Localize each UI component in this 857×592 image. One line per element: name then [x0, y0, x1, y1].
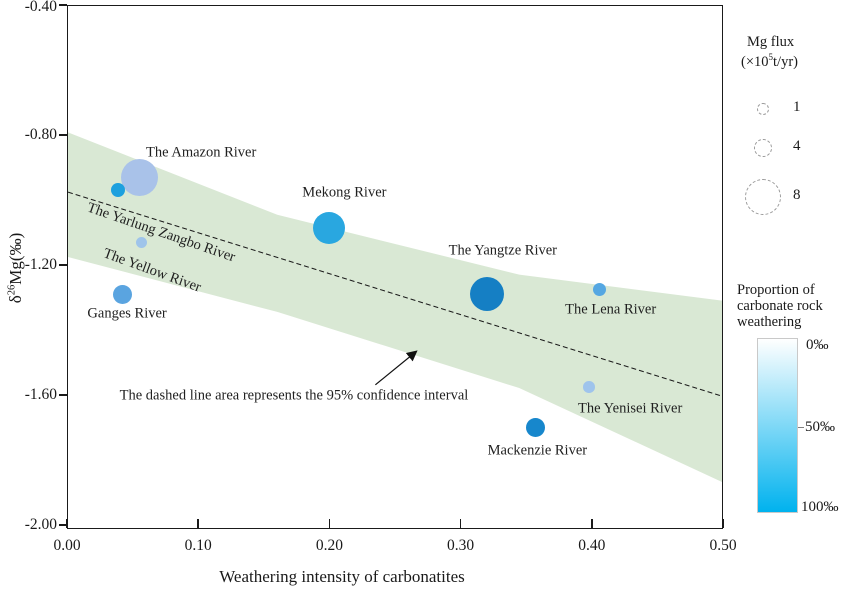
label-mekong-river: Mekong River — [302, 184, 387, 201]
flux-unit-post: t/yr) — [773, 53, 798, 70]
data-point-the-amazon-river — [120, 158, 158, 196]
flux-legend-value-1: 1 — [793, 99, 801, 115]
y-axis-tick — [58, 264, 67, 266]
data-point-the-yellow-river — [136, 236, 148, 248]
flux-legend-unit: (×105t/yr) — [741, 52, 798, 71]
colorbar-label-100: 100‰ — [801, 499, 839, 515]
y-title-pre: δ — [6, 295, 25, 304]
label-the-yangtze-river: The Yangtze River — [448, 242, 557, 259]
colorbar-legend-title: Proportion of carbonate rock weathering — [737, 282, 823, 330]
data-point-the-yarlung-zangbo-river — [111, 183, 126, 198]
x-axis-tick-label: 0.10 — [184, 537, 212, 554]
y-axis-tick-label: -1.60 — [24, 386, 57, 403]
x-axis-tick-label: 0.40 — [578, 537, 606, 554]
x-axis-tick — [197, 518, 199, 528]
colorbar-title-line3: weathering — [737, 314, 802, 330]
flux-legend-circle-8 — [744, 178, 782, 216]
data-point-the-yenisei-river — [583, 381, 595, 393]
colorbar-label-50: 50‰ — [805, 419, 835, 435]
flux-legend-title: Mg flux — [747, 34, 795, 50]
label-the-yenisei-river: The Yenisei River — [578, 400, 683, 417]
label-ganges-river: Ganges River — [87, 305, 167, 322]
x-axis-tick — [722, 518, 724, 528]
plot-area — [67, 5, 723, 529]
label-mackenzie-river: Mackenzie River — [487, 442, 588, 458]
x-axis-tick-label: 0.50 — [709, 537, 737, 554]
label-the-amazon-river: The Amazon River — [145, 144, 257, 161]
y-axis-tick-label: -1.20 — [24, 256, 57, 273]
y-axis-tick — [58, 524, 67, 526]
colorbar-title-line1: Proportion of — [737, 282, 815, 298]
x-axis-title: Weathering intensity of carbonatites — [219, 567, 465, 586]
ci-annotation-text: The dashed line area represents the 95% … — [119, 387, 469, 404]
x-axis-tick-label: 0.20 — [315, 537, 343, 554]
confidence-band — [68, 132, 722, 482]
colorbar-gradient — [757, 338, 798, 513]
flux-unit-pre: (×10 — [741, 53, 769, 70]
flux-legend-circle-1 — [756, 102, 770, 116]
flux-legend-value-8: 8 — [793, 187, 801, 203]
y-axis-tick-label: -0.80 — [24, 126, 57, 143]
data-point-mekong-river — [313, 211, 346, 244]
x-axis-tick — [328, 518, 331, 528]
x-axis-tick — [66, 518, 68, 528]
data-point-mackenzie-river — [525, 418, 545, 437]
colorbar-tick-50 — [798, 427, 804, 428]
flux-unit-sup: 5 — [768, 52, 774, 62]
x-axis-tick — [459, 518, 462, 528]
x-axis-tick-label: 0.00 — [53, 537, 81, 554]
y-axis-tick — [58, 134, 67, 136]
data-point-ganges-river — [112, 284, 132, 304]
y-title-sup: 26 — [6, 284, 18, 296]
data-point-the-yangtze-river — [469, 277, 504, 312]
y-axis-tick — [58, 4, 67, 6]
y-axis-tick — [58, 394, 67, 396]
label-the-lena-river: The Lena River — [565, 301, 657, 318]
x-axis-tick — [591, 518, 593, 528]
plot-canvas — [68, 132, 722, 482]
y-axis-tick-label: -0.40 — [24, 0, 57, 15]
colorbar-label-0: 0‰ — [806, 337, 829, 353]
flux-legend-value-4: 4 — [793, 138, 801, 154]
colorbar-title-line2: carbonate rock — [737, 298, 823, 314]
data-point-the-lena-river — [592, 282, 607, 297]
annotation-arrow — [375, 350, 418, 386]
x-axis-tick-label: 0.30 — [447, 537, 475, 554]
flux-legend-circle-4 — [753, 138, 773, 158]
regression-line — [68, 191, 722, 397]
y-axis-tick-label: -2.00 — [24, 516, 57, 533]
